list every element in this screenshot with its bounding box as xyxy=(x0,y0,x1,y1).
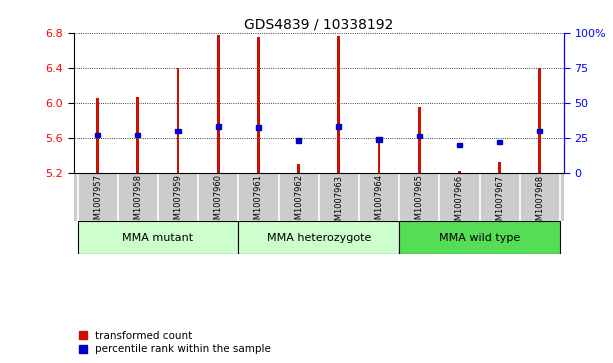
Bar xyxy=(78,221,238,254)
Text: GSM1007968: GSM1007968 xyxy=(535,175,544,231)
Text: GSM1007958: GSM1007958 xyxy=(134,175,142,231)
Bar xyxy=(96,98,99,173)
Bar xyxy=(297,164,300,173)
Bar xyxy=(337,36,340,173)
Text: GSM1007966: GSM1007966 xyxy=(455,175,464,231)
Bar xyxy=(238,221,399,254)
Bar xyxy=(399,221,560,254)
Text: GSM1007962: GSM1007962 xyxy=(294,175,303,231)
Bar xyxy=(376,138,382,142)
Bar xyxy=(458,171,461,173)
Bar xyxy=(95,133,101,138)
Bar xyxy=(337,124,341,129)
Text: GSM1007965: GSM1007965 xyxy=(415,175,424,231)
Text: GSM1007963: GSM1007963 xyxy=(334,175,343,231)
Legend: transformed count, percentile rank within the sample: transformed count, percentile rank withi… xyxy=(78,331,272,354)
Bar xyxy=(175,129,181,133)
Bar xyxy=(256,125,261,130)
Text: MMA heterozygote: MMA heterozygote xyxy=(267,233,371,242)
Bar xyxy=(135,133,140,138)
Text: MMA mutant: MMA mutant xyxy=(123,233,194,242)
Title: GDS4839 / 10338192: GDS4839 / 10338192 xyxy=(244,17,394,32)
Bar xyxy=(418,107,421,173)
Text: GSM1007967: GSM1007967 xyxy=(495,175,504,231)
Bar xyxy=(217,35,219,173)
Text: GSM1007961: GSM1007961 xyxy=(254,175,263,231)
Bar xyxy=(216,124,221,129)
Text: GSM1007957: GSM1007957 xyxy=(93,175,102,231)
Text: GSM1007960: GSM1007960 xyxy=(214,175,223,231)
Text: GSM1007959: GSM1007959 xyxy=(173,175,183,230)
Bar xyxy=(177,68,180,173)
Bar xyxy=(457,143,462,147)
Bar xyxy=(137,97,139,173)
Bar xyxy=(417,134,422,138)
Bar xyxy=(498,163,501,173)
Bar xyxy=(296,138,301,143)
Bar xyxy=(537,129,543,133)
Bar xyxy=(497,140,502,144)
Bar xyxy=(538,68,541,173)
Text: GSM1007964: GSM1007964 xyxy=(375,175,384,231)
Bar xyxy=(257,37,260,173)
Bar xyxy=(378,140,381,173)
Text: MMA wild type: MMA wild type xyxy=(439,233,520,242)
